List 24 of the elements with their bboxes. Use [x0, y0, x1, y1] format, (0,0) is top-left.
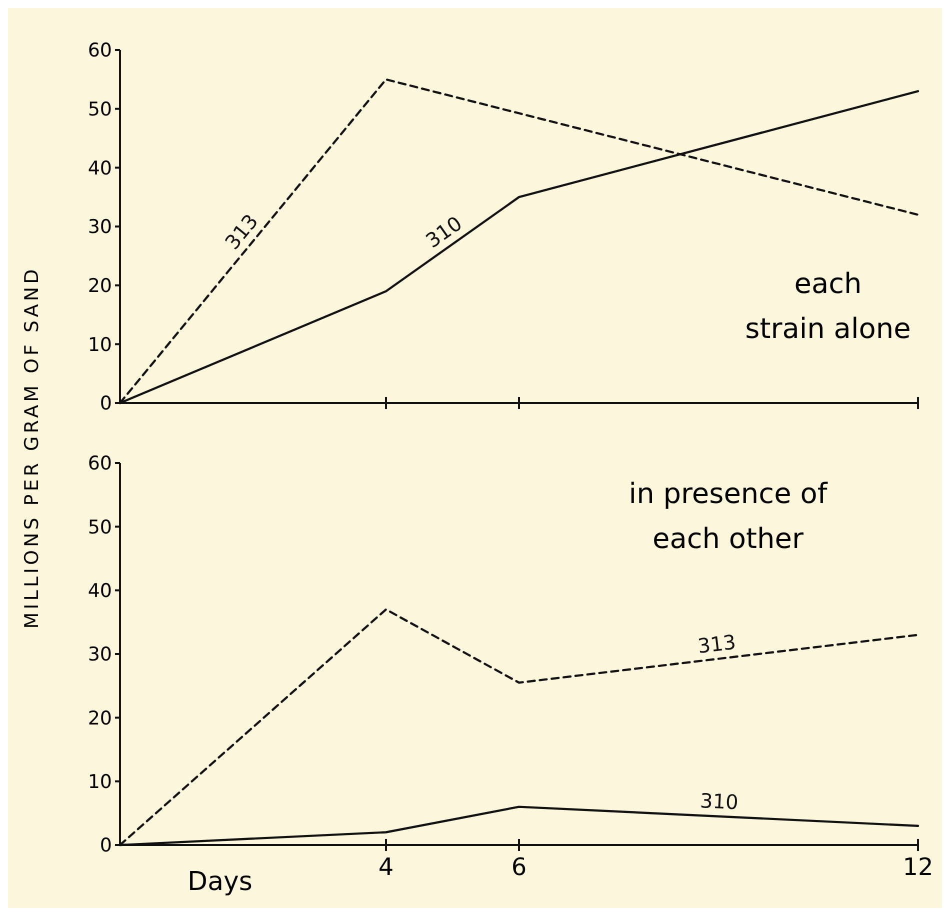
- y-tick-label: 30: [88, 216, 112, 238]
- annotation: in presence of each other: [628, 477, 828, 555]
- y-axis-title: MILLIONS PER GRAM OF SAND: [21, 266, 43, 629]
- y-tick-label: 10: [88, 334, 112, 356]
- x-tick-label: 12: [902, 853, 934, 881]
- y-tick-label: 0: [100, 392, 112, 415]
- y-tick-label: 20: [88, 274, 112, 297]
- x-axis-title: Days: [188, 867, 252, 897]
- annotation: each strain alone: [745, 267, 911, 345]
- y-tick-label: 60: [88, 452, 112, 475]
- y-tick-label: 30: [88, 644, 112, 666]
- y-tick-label: 60: [88, 40, 112, 62]
- text: 313: [696, 630, 738, 658]
- y-tick-label: 40: [88, 580, 112, 602]
- y-tick-label: 10: [88, 770, 112, 793]
- y-tick-label: 40: [88, 157, 112, 180]
- x-tick-label: 4: [378, 853, 394, 881]
- text: 310: [421, 211, 466, 253]
- y-tick-label: 50: [88, 516, 112, 538]
- y-tick-label: 20: [88, 707, 112, 730]
- series-label: 310: [700, 788, 739, 814]
- y-tick-label: 50: [88, 98, 112, 120]
- y-tick-label: 0: [100, 834, 112, 857]
- x-tick-label: 6: [511, 853, 527, 881]
